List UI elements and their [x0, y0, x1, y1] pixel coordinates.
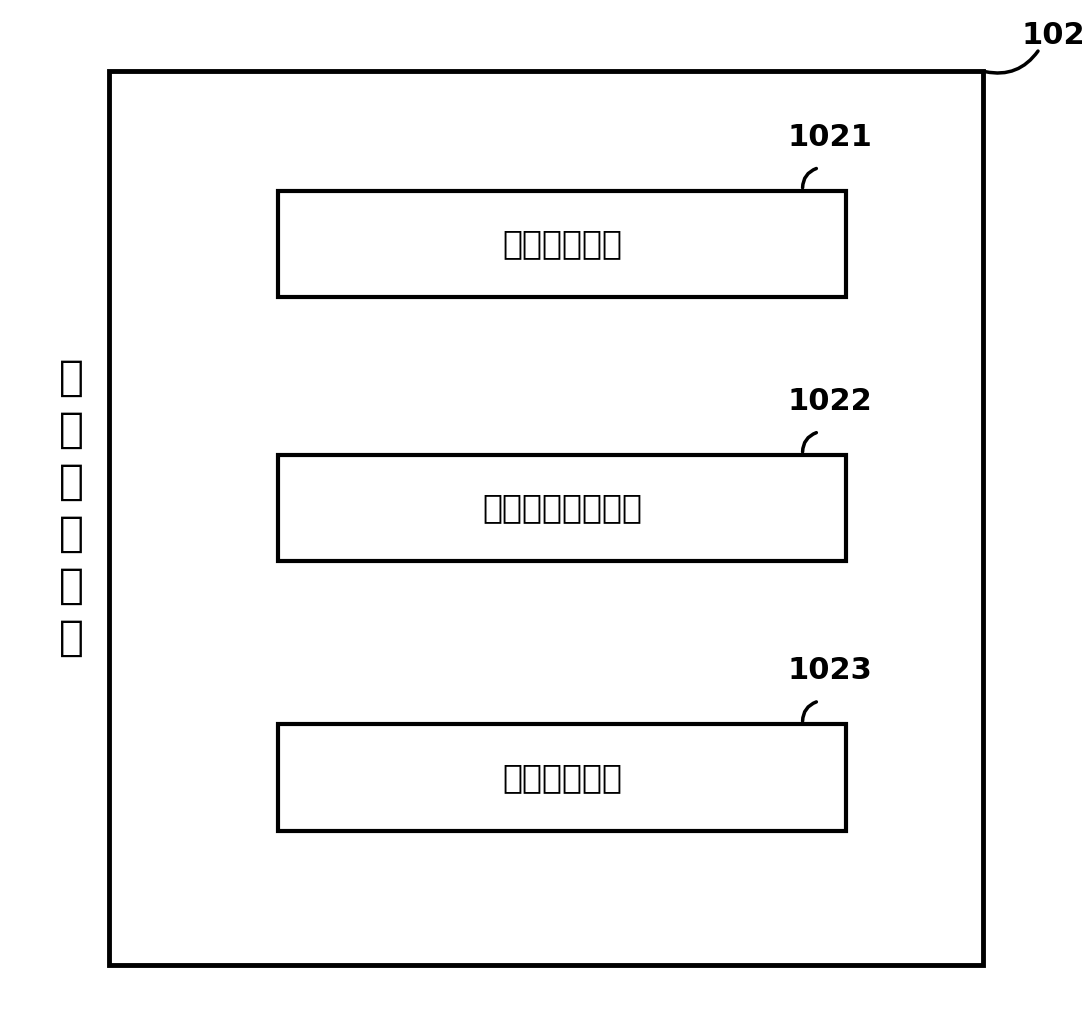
Text: 神经网络分类模型: 神经网络分类模型: [483, 492, 642, 524]
Text: 1021: 1021: [787, 123, 873, 151]
Text: 1023: 1023: [787, 656, 873, 685]
FancyBboxPatch shape: [278, 723, 846, 831]
Text: 图像获取模块: 图像获取模块: [502, 228, 622, 260]
Text: 1022: 1022: [787, 387, 873, 416]
FancyBboxPatch shape: [278, 191, 846, 297]
Text: 图
像
评
估
装
置: 图 像 评 估 装 置: [59, 358, 83, 658]
FancyBboxPatch shape: [278, 455, 846, 561]
Text: 102: 102: [1022, 21, 1085, 50]
Text: 图像标记模块: 图像标记模块: [502, 761, 622, 793]
FancyBboxPatch shape: [109, 71, 983, 965]
